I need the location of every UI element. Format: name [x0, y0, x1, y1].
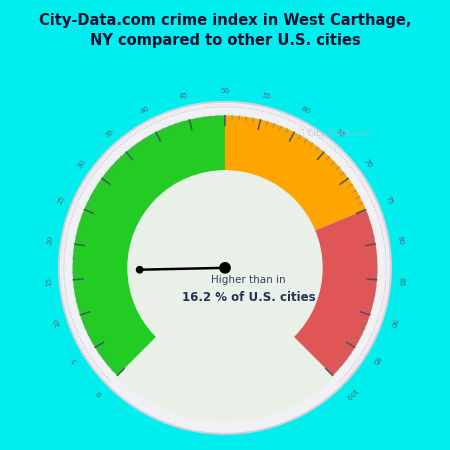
Text: 25: 25 [57, 195, 66, 206]
Text: Higher than in: Higher than in [212, 274, 286, 285]
Circle shape [58, 102, 392, 434]
Wedge shape [72, 115, 225, 376]
Text: 15: 15 [45, 277, 52, 287]
Text: 70: 70 [363, 158, 374, 169]
Wedge shape [293, 210, 378, 376]
Text: 90: 90 [389, 317, 398, 328]
Text: 55: 55 [261, 92, 271, 100]
Text: City-Data.com crime index in West Carthage,
NY compared to other U.S. cities: City-Data.com crime index in West Cartha… [39, 14, 411, 48]
Text: 40: 40 [139, 105, 150, 115]
Text: 0: 0 [96, 389, 104, 397]
Text: 30: 30 [76, 158, 87, 169]
Text: 85: 85 [398, 277, 405, 287]
Text: 100: 100 [343, 386, 357, 400]
Text: 60: 60 [300, 105, 311, 115]
Circle shape [220, 263, 230, 273]
Circle shape [72, 115, 378, 421]
Text: 75: 75 [384, 195, 393, 206]
Text: 50: 50 [220, 88, 230, 94]
Circle shape [136, 266, 143, 273]
Text: 35: 35 [104, 128, 116, 139]
Text: 80: 80 [396, 235, 404, 245]
Text: 16.2 % of U.S. cities: 16.2 % of U.S. cities [182, 291, 315, 304]
Wedge shape [225, 115, 366, 231]
Text: ⓘ City-Data.com: ⓘ City-Data.com [299, 129, 372, 138]
Text: 95: 95 [371, 355, 381, 366]
Circle shape [128, 171, 322, 365]
Text: 5: 5 [70, 357, 78, 364]
Text: 45: 45 [179, 92, 189, 100]
Text: 10: 10 [52, 317, 61, 328]
Text: 65: 65 [334, 128, 346, 139]
Circle shape [61, 104, 389, 432]
Text: 20: 20 [46, 235, 54, 245]
